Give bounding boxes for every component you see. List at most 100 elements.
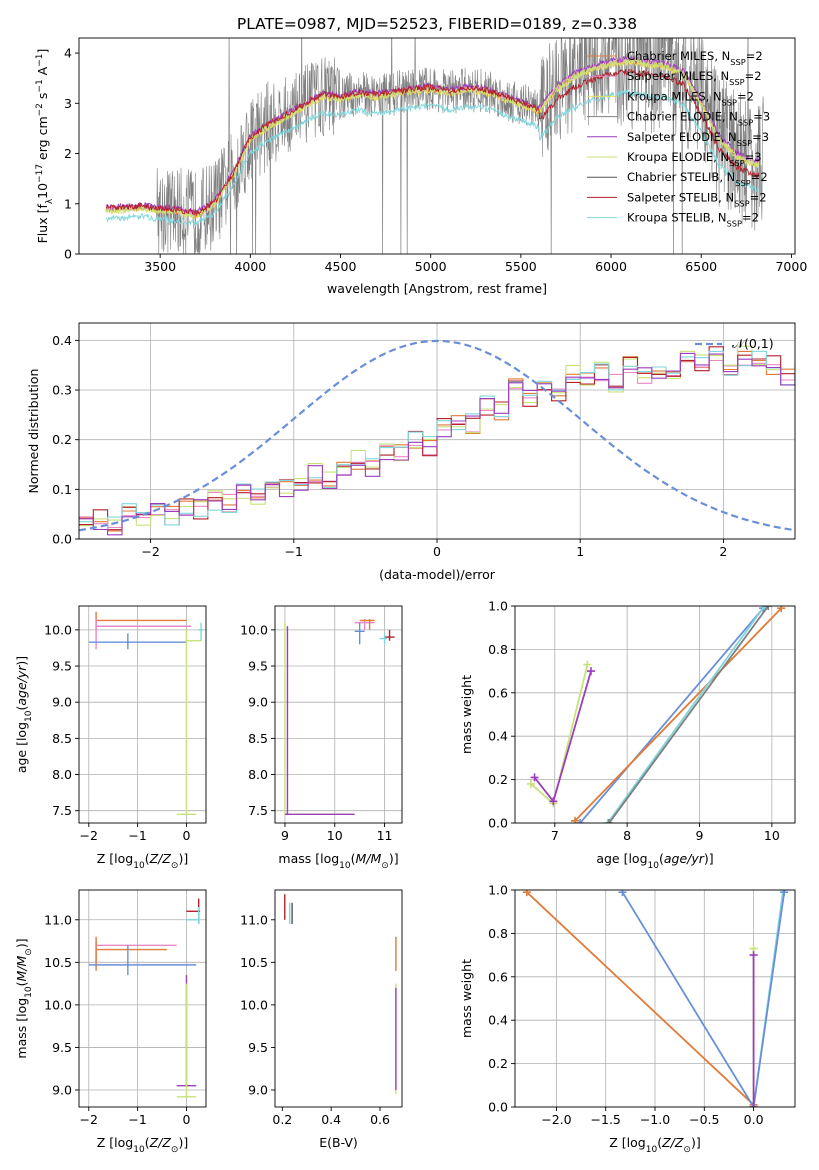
y-tick-label: 3 — [64, 96, 72, 111]
y-tick-label: 0.1 — [52, 482, 72, 497]
model-line-kroupa-stelib — [105, 89, 760, 227]
y-tick-label: 9.5 — [52, 659, 72, 674]
x-tick-label: −1.5 — [591, 1112, 621, 1127]
x-tick-label: 6500 — [685, 259, 717, 274]
mass-weight-marker — [522, 890, 531, 897]
x-tick-label: −1 — [128, 828, 146, 843]
x-tick-label: 1 — [576, 544, 584, 559]
y-tick-label: 0.8 — [488, 926, 508, 941]
plot-area — [284, 894, 397, 1095]
y-tick-label: 9.5 — [52, 1040, 72, 1055]
y-tick-label: 0 — [64, 247, 72, 262]
y-axis-label: Normed distribution — [26, 369, 41, 494]
y-tick-label: 0.6 — [488, 969, 508, 984]
mass-weight-marker — [777, 606, 786, 613]
x-tick-label: 0.4 — [321, 1112, 341, 1127]
y-axis-label: Flux [fλ10−17 erg cm−2 s−1 A−1] — [35, 49, 55, 244]
mass-weight-marker — [583, 660, 592, 669]
y-tick-label: 9.5 — [248, 659, 268, 674]
mass-weight-line — [606, 606, 766, 823]
y-tick-label: 1.0 — [488, 883, 508, 898]
x-tick-label: −0.5 — [689, 1112, 719, 1127]
legend-label: Chabrier ELODIE, NSSP=3 — [627, 110, 770, 128]
figure-title: PLATE=0987, MJD=52523, FIBERID=0189, z=0… — [237, 15, 637, 33]
x-tick-label: −2 — [80, 828, 98, 843]
legend-label: Kroupa ELODIE, NSSP=3 — [627, 150, 762, 168]
histogram-salpeter-elodie — [79, 352, 795, 536]
mw-vs-age-panel: 7 8 9 10 0.0 0.2 0.4 0.6 0.8 1.0 age [log10(age/yr… — [459, 599, 796, 871]
mass-weight-line — [579, 607, 764, 823]
x-tick-label: 3500 — [144, 259, 176, 274]
y-tick-label: 8.5 — [52, 731, 72, 746]
y-tick-label: 0.2 — [52, 432, 72, 447]
mass-weight-marker — [576, 819, 585, 823]
spectrum-panel: 3500 4000 4500 5000 5500 6000 6500 7000 0 1 2 3 4 Cha… — [35, 37, 807, 296]
x-tick-label: −2.0 — [541, 1112, 571, 1127]
mass-weight-marker — [749, 951, 758, 960]
legend-label: Kroupa STELIB, NSSP=2 — [627, 211, 759, 229]
y-tick-label: 7.5 — [248, 803, 268, 818]
mass-weight-marker — [760, 606, 769, 610]
x-axis-label: mass [log10(M/M⊙)] — [278, 851, 398, 871]
x-tick-label: −1 — [128, 1112, 146, 1127]
y-tick-label: 0.2 — [488, 1056, 508, 1071]
y-tick-label: 9.0 — [52, 1082, 72, 1097]
histogram-salpeter-stelib — [79, 346, 795, 531]
mass-vs-ebv-panel: 0.2 0.4 0.6 9.0 9.5 10.0 10.5 11.0 E(B-V) — [240, 889, 403, 1150]
y-axis-label: mass [log10(M/M⊙)] — [14, 938, 34, 1058]
x-tick-label: 5500 — [505, 259, 537, 274]
model-line-salpeter-stelib — [105, 69, 760, 217]
model-line-kroupa-miles — [106, 59, 760, 220]
x-tick-label: 2 — [719, 544, 727, 559]
mass-weight-marker — [526, 779, 535, 788]
axes-frame — [78, 605, 207, 824]
mass-weight-line — [608, 606, 769, 823]
x-tick-label: 9 — [281, 828, 289, 843]
y-tick-label: 10.0 — [44, 622, 72, 637]
plot-area — [526, 606, 786, 823]
x-tick-label: 0 — [182, 828, 190, 843]
residuals-panel: −2 −1 0 1 2 0.0 0.1 0.2 0.3 0.4 𝒩(0,1) (data-model)… — [26, 322, 796, 582]
plot-area — [105, 38, 765, 254]
mw-vs-z-panel: −2.0 −1.5 −1.0 −0.5 0.0 0.0 0.2 0.4 0.6 0.8 1.0 Z [… — [459, 883, 796, 1155]
x-axis-label: Z [log10(Z/Z⊙)] — [97, 1135, 188, 1155]
axes-frame — [78, 889, 207, 1108]
histogram-salpeter-miles — [79, 359, 795, 529]
x-tick-label: 5000 — [415, 259, 447, 274]
age-vs-mass-panel: 9 10 11 7.5 8.0 8.5 9.0 9.5 10.0 mass [log10(M/M⊙… — [240, 605, 403, 871]
y-tick-label: 10.0 — [240, 997, 268, 1012]
legend-label: Salpeter MILES, NSSP=2 — [627, 69, 762, 87]
mass-weight-line — [752, 892, 786, 1107]
plot-area — [522, 890, 789, 1107]
y-tick-label: 10.0 — [240, 622, 268, 637]
x-tick-label: 0.0 — [744, 1112, 764, 1127]
mass-vs-z-panel: −2 −1 0 9.0 9.5 10.0 10.5 11.0 Z [log10(Z/Z⊙)] ma… — [14, 889, 207, 1155]
mass-weight-marker — [764, 606, 773, 610]
y-tick-label: 0.4 — [488, 1013, 508, 1028]
legend-label: Salpeter ELODIE, NSSP=3 — [627, 130, 769, 148]
y-axis-label: age [log10(age/yr)] — [14, 656, 34, 773]
mass-weight-line — [526, 891, 755, 1106]
y-tick-label: 0.4 — [52, 333, 72, 348]
y-tick-label: 0.2 — [488, 772, 508, 787]
x-tick-label: 10 — [327, 828, 343, 843]
x-tick-label: −2 — [141, 544, 159, 559]
plot-area — [284, 619, 395, 816]
y-tick-label: 0.0 — [488, 816, 508, 831]
x-tick-label: 9 — [696, 828, 704, 843]
y-tick-label: 0.3 — [52, 383, 72, 398]
mass-weight-marker — [780, 890, 789, 897]
legend-label: Chabrier STELIB, NSSP=2 — [627, 170, 768, 188]
mass-weight-marker — [618, 890, 627, 897]
mass-weight-marker — [749, 1103, 758, 1107]
legend-label: Chabrier MILES, NSSP=2 — [627, 49, 763, 67]
y-tick-label: 8.5 — [248, 731, 268, 746]
legend-label: 𝒩(0,1) — [732, 336, 774, 351]
y-tick-label: 7.5 — [52, 803, 72, 818]
x-tick-label: 10 — [764, 828, 780, 843]
x-tick-label: 0 — [182, 1112, 190, 1127]
x-axis-label: (data-model)/error — [379, 567, 496, 582]
legend-label: Kroupa MILES, NSSP=2 — [627, 89, 754, 107]
y-tick-label: 0.8 — [488, 642, 508, 657]
